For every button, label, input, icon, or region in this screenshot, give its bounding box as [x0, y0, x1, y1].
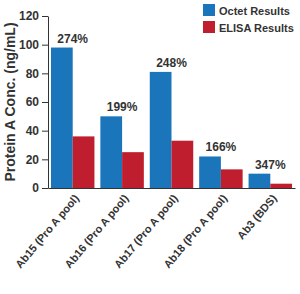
tick: 20 [26, 153, 48, 167]
tick-label: Ab18 (Pro A pool) [161, 192, 230, 271]
tick: 120 [19, 9, 48, 23]
bar [249, 174, 271, 188]
legend-label: ELISA Results [219, 22, 294, 34]
tick: 80 [26, 67, 48, 81]
tick-label: 60 [26, 95, 40, 109]
tick-label: 40 [26, 124, 40, 138]
annotation: 199% [107, 100, 138, 114]
bar [199, 156, 221, 188]
tick-mark [42, 102, 48, 103]
annotation: 274% [57, 32, 88, 46]
annotation: 347% [255, 158, 286, 172]
legend-swatch [203, 4, 215, 16]
bar [270, 184, 292, 188]
bar [122, 152, 144, 188]
annotation: 248% [156, 56, 187, 70]
axis-title: Protein A Conc. (ng/mL) [2, 22, 18, 181]
y-axis: 0 20 40 60 80 100 120 [19, 9, 49, 195]
tick-mark [42, 131, 48, 132]
axis-line [48, 17, 49, 189]
legend-swatch [203, 21, 215, 33]
tick-label: 80 [26, 67, 40, 81]
legend-item: Octet Results [203, 4, 290, 17]
tick-mark [42, 16, 48, 17]
bar [100, 116, 122, 188]
legend-label: Octet Results [219, 5, 290, 17]
tick-mark [42, 159, 48, 160]
tick-label: 0 [32, 181, 39, 195]
tick: 60 [26, 95, 48, 109]
bar [51, 48, 73, 188]
bar [73, 136, 95, 188]
tick: 40 [26, 124, 48, 138]
legend-item: ELISA Results [203, 21, 294, 34]
tick-label: Ab3 (BDS) [235, 192, 279, 242]
tick-mark [42, 188, 48, 189]
tick: Ab3 (BDS) [235, 192, 279, 242]
axis-line [49, 188, 296, 189]
tick: 0 [32, 181, 48, 195]
tick-mark [42, 45, 48, 46]
bars [51, 48, 292, 188]
tick-label: 20 [26, 153, 40, 167]
bar [150, 72, 172, 188]
legend: Octet Results ELISA Results [203, 4, 294, 34]
tick: Ab18 (Pro A pool) [161, 192, 230, 271]
bar [172, 141, 194, 188]
bar [221, 169, 243, 188]
x-axis: Ab15 (Pro A pool)Ab16 (Pro A pool)Ab17 (… [13, 189, 296, 271]
tick-label: 100 [19, 38, 39, 52]
annotations: 274% 199% 248% 166% 347% [57, 32, 286, 172]
annotation: 166% [206, 140, 237, 154]
tick-label: 120 [19, 9, 39, 23]
tick-mark [42, 73, 48, 74]
chart: 0 20 40 60 80 100 120 Ab15 (Pro A pool)Ab16 (Pr… [0, 0, 300, 294]
tick: 100 [19, 38, 48, 52]
